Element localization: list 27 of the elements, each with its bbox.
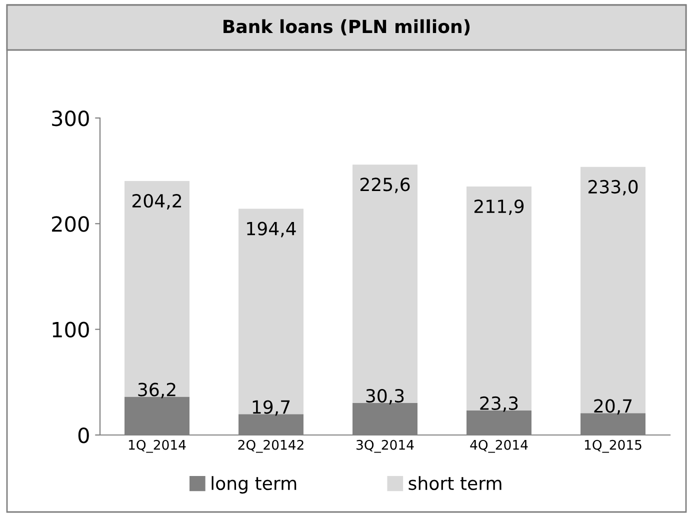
bar xyxy=(352,164,418,403)
data-label: 225,6 xyxy=(360,178,410,194)
data-label: 36,2 xyxy=(138,382,176,398)
y-tick-label: 200 xyxy=(52,216,89,232)
y-tick-label: 0 xyxy=(78,427,89,444)
bar xyxy=(238,208,304,414)
data-label: 23,3 xyxy=(480,396,518,412)
y-tick-label: 300 xyxy=(52,110,89,126)
legend-label: long term xyxy=(212,476,296,494)
data-label: 194,4 xyxy=(247,222,296,238)
x-tick-label: 4Q_2014 xyxy=(470,440,528,453)
bar xyxy=(466,186,532,410)
chart-title: Bank loans (PLN million) xyxy=(224,19,470,36)
x-tick-label: 2Q_20142 xyxy=(238,440,304,453)
bar xyxy=(124,180,190,397)
data-label: 204,2 xyxy=(132,194,182,210)
data-label: 30,3 xyxy=(366,388,404,404)
legend-label: short term xyxy=(408,476,502,490)
data-label: 233,0 xyxy=(588,180,638,196)
data-label: 211,9 xyxy=(474,199,524,215)
y-tick-label: 100 xyxy=(52,322,89,338)
x-tick-label: 1Q_2015 xyxy=(584,440,642,453)
x-tick-label: 1Q_2014 xyxy=(128,440,186,453)
x-tick-label: 3Q_2014 xyxy=(356,440,414,453)
data-label: 20,7 xyxy=(594,399,632,415)
bar xyxy=(580,166,646,414)
data-label: 19,7 xyxy=(252,400,290,416)
